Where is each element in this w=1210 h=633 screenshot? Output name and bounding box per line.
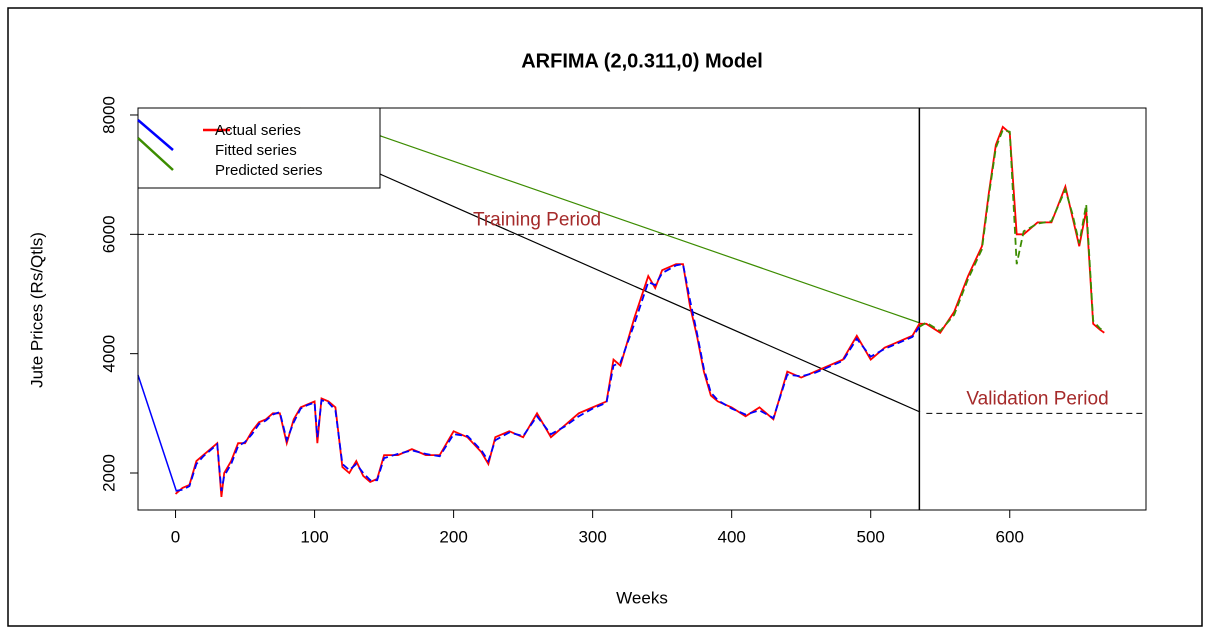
legend-label: Predicted series bbox=[215, 162, 323, 179]
legend-label: Actual series bbox=[215, 122, 301, 139]
x-axis-label: Weeks bbox=[616, 588, 668, 607]
y-tick-label: 4000 bbox=[99, 335, 118, 373]
series-line bbox=[918, 128, 1105, 333]
y-tick-label: 6000 bbox=[99, 215, 118, 253]
x-tick-label: 0 bbox=[171, 527, 180, 546]
plot-box bbox=[137, 107, 1147, 511]
trend-artifact bbox=[299, 107, 921, 324]
legend-box bbox=[137, 107, 381, 189]
x-tick-label: 300 bbox=[578, 527, 606, 546]
x-tick-label: 600 bbox=[996, 527, 1024, 546]
x-tick-label: 400 bbox=[717, 527, 745, 546]
annotation: Validation Period bbox=[966, 388, 1108, 409]
y-tick-label: 2000 bbox=[99, 454, 118, 492]
legend-label: Fitted series bbox=[215, 142, 297, 159]
series-line bbox=[175, 263, 921, 492]
annotation: Training Period bbox=[473, 209, 601, 230]
frame bbox=[7, 7, 1203, 627]
y-tick-label: 8000 bbox=[99, 96, 118, 134]
legend-artifact bbox=[137, 137, 174, 171]
x-tick-label: 200 bbox=[439, 527, 467, 546]
x-tick-label: 500 bbox=[857, 527, 885, 546]
fit-artifact bbox=[137, 374, 177, 491]
y-axis-label: Jute Prices (Rs/Qtls) bbox=[27, 232, 46, 388]
x-tick-label: 100 bbox=[300, 527, 328, 546]
chart-title: ARFIMA (2,0.311,0) Model bbox=[521, 50, 763, 72]
legend-artifact bbox=[137, 119, 174, 151]
